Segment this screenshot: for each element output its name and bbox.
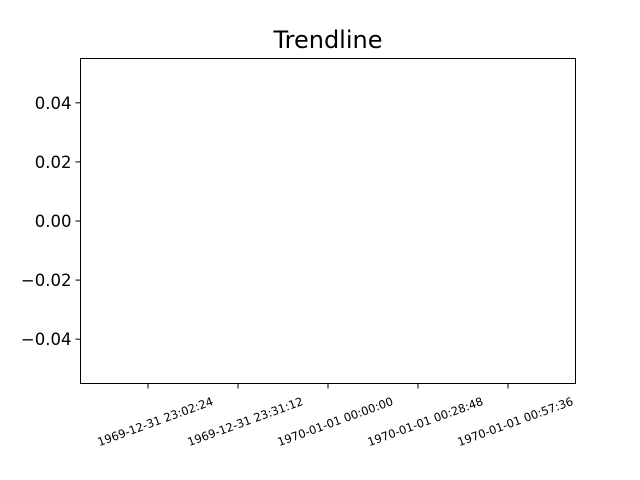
chart-title: Trendline [273,26,383,54]
y-tick-label: 0.02 [35,153,72,172]
y-axis: 0.04 0.02 0.00 −0.02 −0.04 [21,94,81,349]
plot-area [80,58,576,384]
y-tick-label: 0.04 [35,94,72,113]
y-tick-label: −0.04 [21,330,72,349]
y-tick-label: 0.00 [35,212,72,231]
y-tick-label: −0.02 [21,271,72,290]
